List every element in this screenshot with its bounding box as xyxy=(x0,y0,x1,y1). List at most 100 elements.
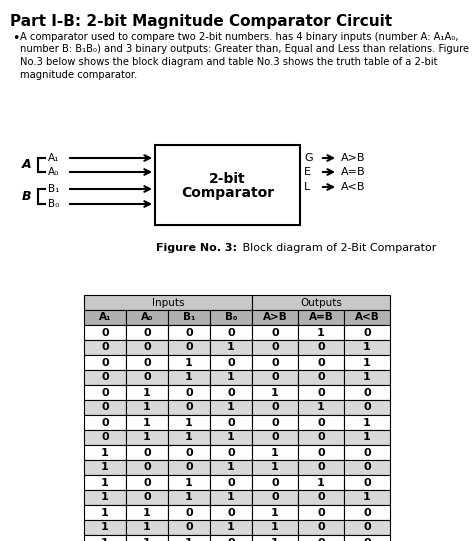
Bar xyxy=(252,295,390,310)
Bar xyxy=(210,340,252,355)
Bar xyxy=(344,520,390,535)
Bar xyxy=(168,415,210,430)
Bar xyxy=(168,505,210,520)
Bar xyxy=(252,400,298,415)
Text: 0: 0 xyxy=(185,403,193,412)
Bar xyxy=(298,430,344,445)
Text: Inputs: Inputs xyxy=(152,298,184,307)
Bar xyxy=(210,460,252,475)
Text: 0: 0 xyxy=(185,387,193,398)
Bar xyxy=(252,490,298,505)
Bar xyxy=(84,460,126,475)
Bar xyxy=(298,310,344,325)
Text: 0: 0 xyxy=(101,327,109,338)
Bar xyxy=(126,415,168,430)
Text: B: B xyxy=(22,190,31,203)
Text: 0: 0 xyxy=(271,432,279,443)
Text: 0: 0 xyxy=(101,358,109,367)
Text: 0: 0 xyxy=(363,463,371,472)
Text: 1: 1 xyxy=(363,418,371,427)
Text: 0: 0 xyxy=(317,342,325,353)
Bar xyxy=(252,460,298,475)
Bar xyxy=(126,340,168,355)
Text: 0: 0 xyxy=(363,507,371,518)
Bar xyxy=(126,490,168,505)
Text: 0: 0 xyxy=(143,342,151,353)
Text: 0: 0 xyxy=(143,373,151,382)
Bar xyxy=(298,370,344,385)
Text: B₀: B₀ xyxy=(225,313,237,322)
Text: 0: 0 xyxy=(271,327,279,338)
Text: 0: 0 xyxy=(317,507,325,518)
Bar xyxy=(210,475,252,490)
Text: 0: 0 xyxy=(227,538,235,541)
Text: 1: 1 xyxy=(271,387,279,398)
Text: 1: 1 xyxy=(101,447,109,458)
Bar xyxy=(344,475,390,490)
Text: A₀: A₀ xyxy=(141,313,153,322)
Bar xyxy=(168,355,210,370)
Bar xyxy=(298,400,344,415)
Text: 1: 1 xyxy=(101,538,109,541)
Text: 1: 1 xyxy=(143,538,151,541)
Bar xyxy=(344,370,390,385)
Text: 0: 0 xyxy=(227,358,235,367)
Bar xyxy=(344,325,390,340)
Text: 1: 1 xyxy=(143,387,151,398)
Text: B₀: B₀ xyxy=(48,199,59,209)
Text: 0: 0 xyxy=(227,507,235,518)
Text: 1: 1 xyxy=(271,538,279,541)
Text: 0: 0 xyxy=(317,373,325,382)
Text: A comparator used to compare two 2-bit numbers. has 4 binary inputs (number A: A: A comparator used to compare two 2-bit n… xyxy=(20,32,458,42)
Text: Outputs: Outputs xyxy=(300,298,342,307)
Text: 1: 1 xyxy=(363,492,371,503)
Bar xyxy=(126,505,168,520)
Text: 0: 0 xyxy=(317,387,325,398)
Bar xyxy=(298,340,344,355)
Text: •: • xyxy=(12,32,19,45)
Bar xyxy=(168,385,210,400)
Bar xyxy=(84,370,126,385)
Text: 0: 0 xyxy=(185,507,193,518)
Text: 0: 0 xyxy=(363,387,371,398)
Bar xyxy=(344,415,390,430)
Text: 0: 0 xyxy=(271,478,279,487)
Bar xyxy=(84,520,126,535)
Text: 1: 1 xyxy=(227,403,235,412)
Bar xyxy=(168,370,210,385)
Text: Part I-B: 2-bit Magnitude Comparator Circuit: Part I-B: 2-bit Magnitude Comparator Cir… xyxy=(10,14,392,29)
Bar xyxy=(344,460,390,475)
Text: 0: 0 xyxy=(271,403,279,412)
Text: 1: 1 xyxy=(185,418,193,427)
Bar xyxy=(252,475,298,490)
Bar xyxy=(126,460,168,475)
Text: 0: 0 xyxy=(101,342,109,353)
Text: 1: 1 xyxy=(143,403,151,412)
Text: 0: 0 xyxy=(363,478,371,487)
Bar xyxy=(126,325,168,340)
Text: 0: 0 xyxy=(271,373,279,382)
Text: 0: 0 xyxy=(363,403,371,412)
Text: No.3 below shows the block diagram and table No.3 shows the truth table of a 2-b: No.3 below shows the block diagram and t… xyxy=(20,57,438,67)
Text: 1: 1 xyxy=(101,478,109,487)
Text: 1: 1 xyxy=(185,373,193,382)
Text: G: G xyxy=(304,153,313,163)
Bar xyxy=(126,520,168,535)
Bar xyxy=(210,310,252,325)
Text: 0: 0 xyxy=(185,523,193,532)
Text: 1: 1 xyxy=(363,373,371,382)
Text: 1: 1 xyxy=(185,432,193,443)
Text: A<B: A<B xyxy=(355,313,379,322)
Bar xyxy=(252,415,298,430)
Text: E: E xyxy=(304,167,311,177)
Text: 0: 0 xyxy=(185,463,193,472)
Text: 1: 1 xyxy=(185,492,193,503)
Text: 2-bit: 2-bit xyxy=(209,172,246,186)
Bar xyxy=(126,400,168,415)
Text: B₁: B₁ xyxy=(48,184,59,194)
Text: A=B: A=B xyxy=(341,167,365,177)
Text: 1: 1 xyxy=(101,492,109,503)
Bar xyxy=(344,400,390,415)
Text: 0: 0 xyxy=(143,447,151,458)
Bar xyxy=(298,490,344,505)
